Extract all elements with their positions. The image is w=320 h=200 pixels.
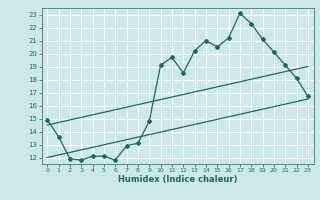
X-axis label: Humidex (Indice chaleur): Humidex (Indice chaleur) <box>118 175 237 184</box>
